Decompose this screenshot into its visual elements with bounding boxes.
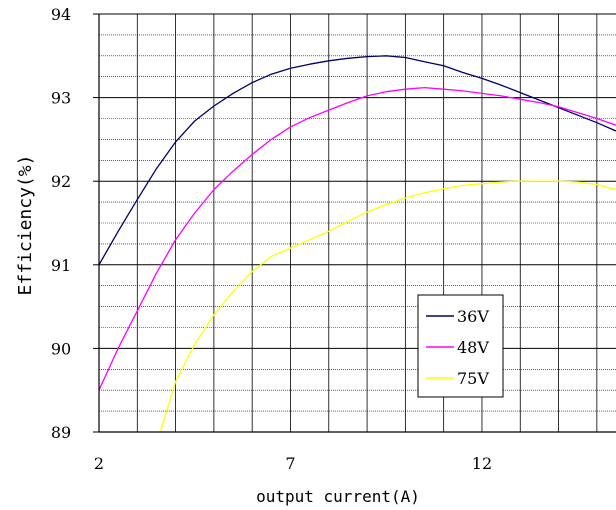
y-tick-label: 90: [51, 339, 71, 358]
x-tick-label: 7: [285, 454, 295, 473]
plot-frame: [93, 13, 616, 433]
legend: 36V 48V 75V: [417, 294, 504, 398]
legend-label-48V: 48V: [457, 338, 489, 357]
x-tick-label: 2: [94, 454, 104, 473]
tick-labels: 89 90 91 92 93 94 2 7 12: [51, 5, 492, 473]
y-tick-label: 89: [51, 423, 71, 442]
y-tick-label: 92: [51, 172, 71, 191]
x-tick-label: 12: [472, 454, 492, 473]
series-line-48V: [98, 86, 616, 391]
series-lines: [98, 55, 616, 433]
y-axis-title: Efficiency(%): [15, 155, 36, 296]
y-tick-label: 94: [51, 5, 71, 24]
legend-label-36V: 36V: [457, 307, 489, 326]
legend-box: [417, 294, 504, 398]
series-line-75V: [159, 180, 616, 433]
y-tick-label: 91: [51, 256, 71, 275]
legend-label-75V: 75V: [457, 369, 489, 388]
series-line-36V: [98, 55, 616, 266]
grid: [99, 14, 616, 432]
y-tick-label: 93: [51, 89, 71, 108]
x-axis-title: output current(A): [256, 487, 420, 506]
